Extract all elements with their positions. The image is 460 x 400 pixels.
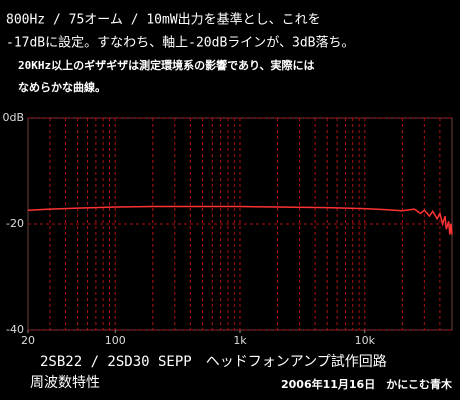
date: 2006年11月16日 かにこむ青木 bbox=[281, 377, 453, 391]
chart-subtitle: 周波数特性 bbox=[30, 375, 100, 391]
chart-title: 2SB22 / 2SD30 SEPP ヘッドフォンアンプ試作回路 bbox=[40, 354, 387, 370]
note: なめらかな曲線。 bbox=[18, 80, 106, 94]
y-tick-label: -40 bbox=[6, 323, 24, 336]
note: 800Hz / 75オーム / 10mW出力を基準とし、これを bbox=[6, 12, 321, 28]
note: 20KHz以上のギザギザは測定環境系の影響であり、実際には bbox=[18, 58, 315, 72]
y-tick-label: 0dB bbox=[2, 111, 24, 124]
x-tick-label: 20 bbox=[21, 334, 35, 347]
x-tick-label: 10k bbox=[355, 334, 376, 347]
line bbox=[27, 205, 453, 235]
y-tick-label: -20 bbox=[6, 217, 24, 230]
note: -17dBに設定。すなわち、軸上-20dBラインが、3dB落ち。 bbox=[6, 35, 355, 51]
x-tick-label: 1k bbox=[233, 334, 247, 347]
x-tick-label: 100 bbox=[105, 334, 126, 347]
